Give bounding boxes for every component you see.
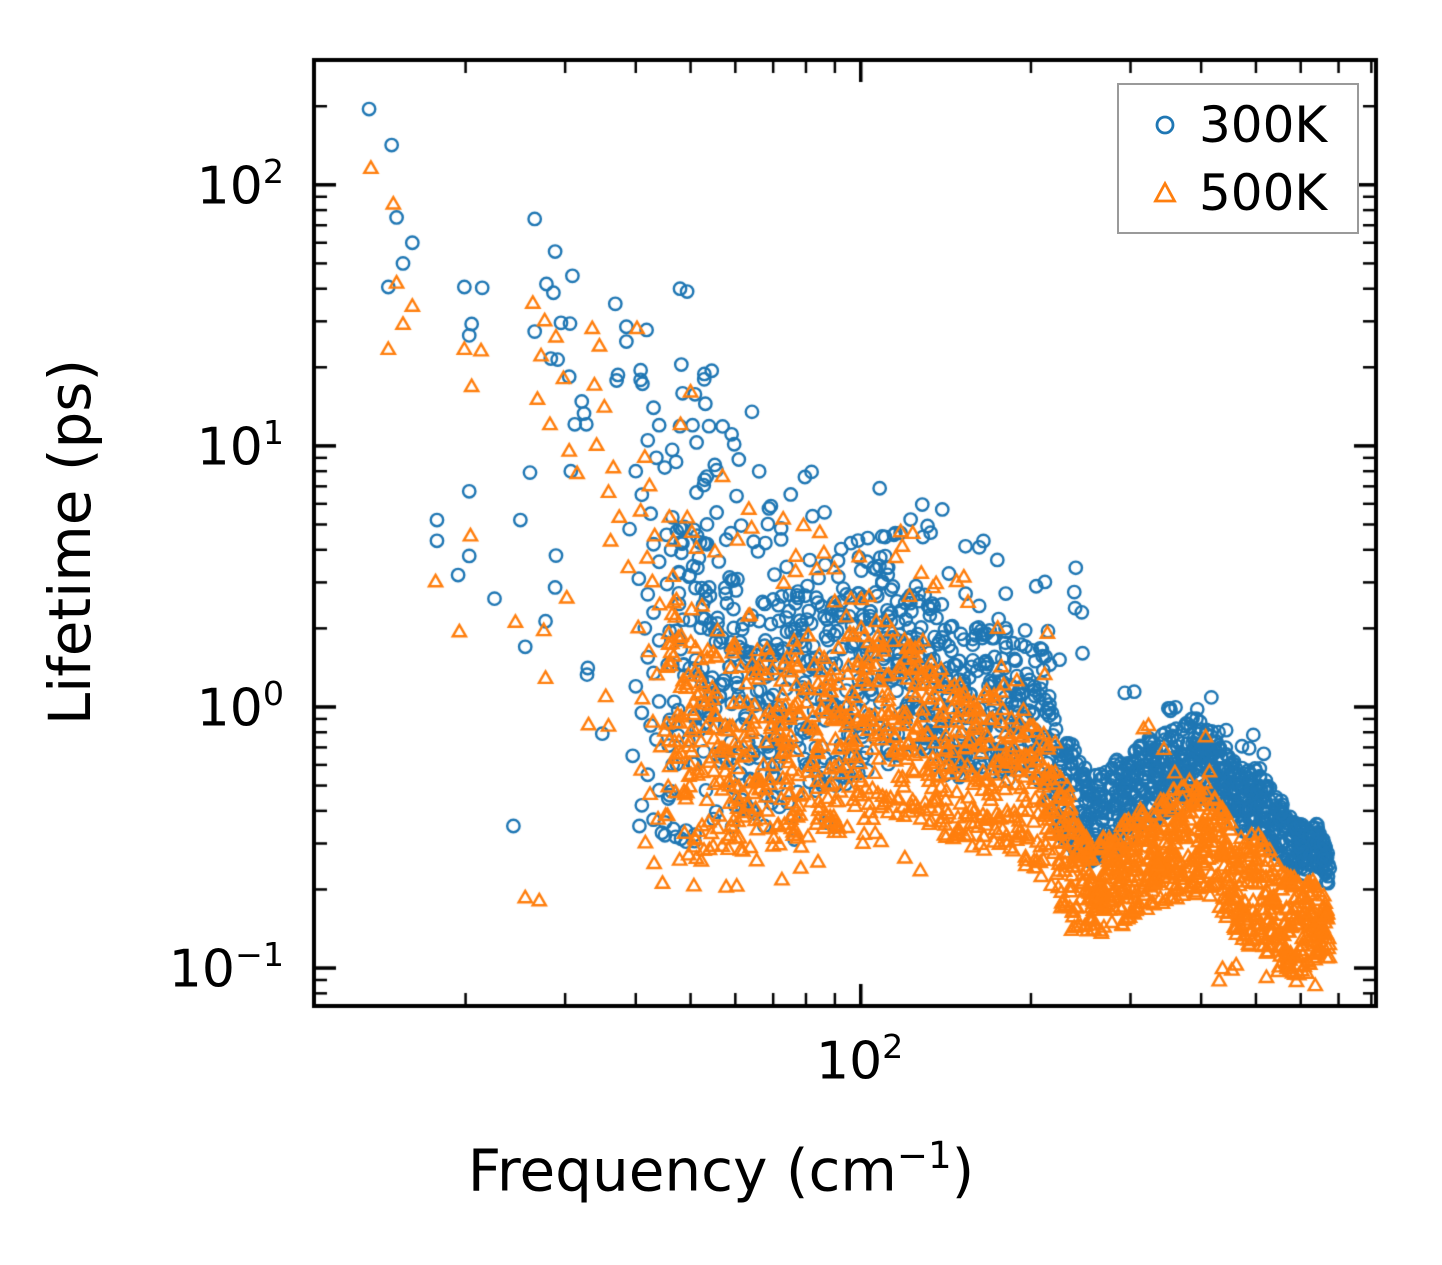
legend-label-300K: 300K [1199,96,1328,154]
triangle-marker-icon [1153,180,1177,203]
y-tick-label-1e0: 100 [196,674,284,739]
y-tick-label-1e1: 101 [196,413,284,478]
y-tick-label-1e2: 102 [196,152,284,217]
y-axis-label: Lifetime (ps) [36,358,104,726]
legend: 300K 500K [1117,83,1359,234]
y-tick-label-1e-1: 10−1 [168,935,284,1000]
circle-marker-icon [1155,115,1175,135]
legend-label-500K: 500K [1199,164,1328,222]
x-tick-label-1e2: 102 [816,1027,904,1092]
legend-item-300K: 300K [1119,91,1357,159]
x-axis-label: Frequency (cm−1) [467,1134,975,1205]
legend-item-500K: 500K [1119,159,1357,227]
